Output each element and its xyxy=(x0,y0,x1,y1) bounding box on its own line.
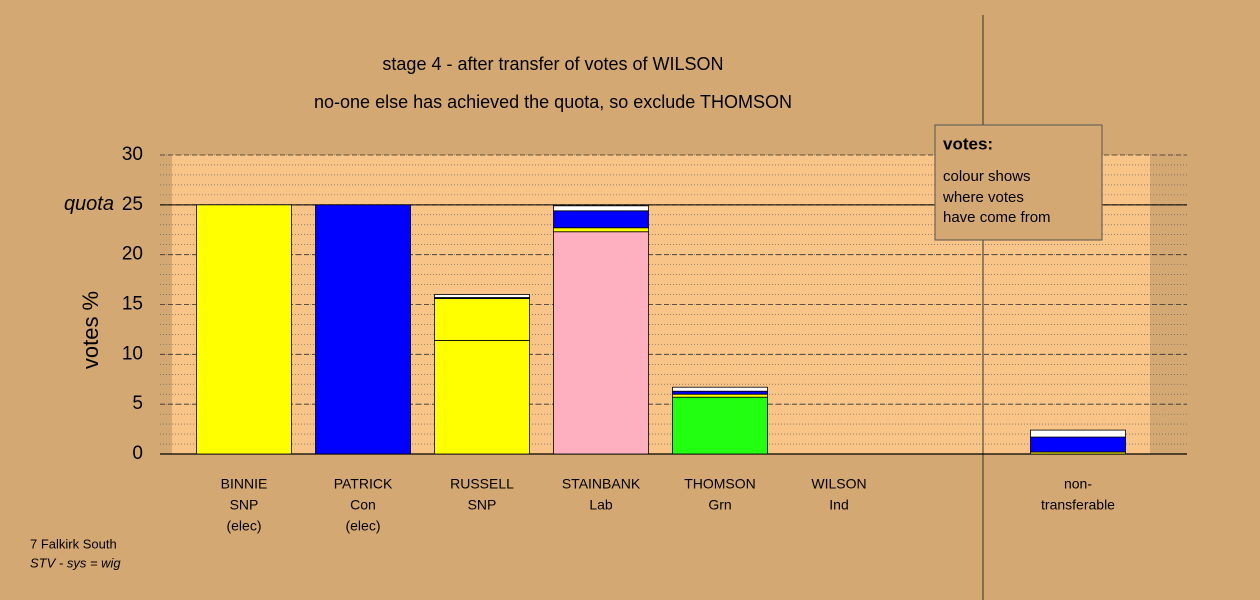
chart-subtitle: no-one else has achieved the quota, so e… xyxy=(314,92,792,112)
plot: 0 5 10 15 20 25 30 quota BINNIE SNP (elec) PATRICK C… xyxy=(64,144,1187,534)
bar-segment xyxy=(434,339,530,455)
legend-text: where votes xyxy=(942,189,1024,206)
bar-segment xyxy=(315,204,411,455)
bar-segment xyxy=(672,390,768,395)
x-tick-label: Ind xyxy=(829,497,848,513)
x-tick-label: transferable xyxy=(1041,497,1115,513)
bar-segment xyxy=(434,294,530,298)
x-tick-label: (elec) xyxy=(226,518,261,534)
bar-segment xyxy=(553,205,649,212)
bar-segment xyxy=(553,227,649,233)
x-tick-label: Grn xyxy=(708,497,731,513)
bar-segment xyxy=(434,298,530,341)
bar-segment xyxy=(1030,429,1126,438)
x-tick-label: Lab xyxy=(589,497,613,513)
x-tick-label: SNP xyxy=(468,497,497,513)
quota-label: quota xyxy=(64,193,114,215)
x-tick-label: PATRICK xyxy=(334,476,393,492)
x-tick-label: RUSSELL xyxy=(450,476,514,492)
x-tick-label: Con xyxy=(350,497,376,513)
legend-title: votes: xyxy=(943,134,993,153)
y-axis-label: votes % xyxy=(78,291,103,369)
bar-segment xyxy=(553,210,649,229)
y-tick-label: 5 xyxy=(132,393,143,414)
chart-title: stage 4 - after transfer of votes of WIL… xyxy=(382,54,723,74)
x-tick-label: WILSON xyxy=(811,476,866,492)
bar-segment xyxy=(672,396,768,455)
bar-segment xyxy=(1030,436,1126,453)
x-tick-label: (elec) xyxy=(345,518,380,534)
x-tick-label: SNP xyxy=(230,497,259,513)
footnote: 7 Falkirk South xyxy=(30,536,117,551)
y-tick-label: 10 xyxy=(122,343,143,364)
bar-segment xyxy=(553,231,649,455)
x-tick-label: BINNIE xyxy=(221,476,268,492)
bar-segment xyxy=(196,204,292,455)
x-tick-label: THOMSON xyxy=(684,476,756,492)
x-tick-label: STAINBANK xyxy=(562,476,641,492)
y-tick-label: 25 xyxy=(122,194,143,215)
y-tick-label: 30 xyxy=(122,144,143,165)
footnote: STV - sys = wig xyxy=(30,555,121,570)
y-tick-label: 15 xyxy=(122,294,143,315)
legend-text: have come from xyxy=(943,209,1051,226)
y-tick-label: 20 xyxy=(122,244,143,265)
legend-box xyxy=(934,124,1103,241)
legend-text: colour shows xyxy=(943,168,1031,185)
x-tick-label: non- xyxy=(1064,476,1092,492)
bar-segment xyxy=(672,393,768,398)
bar-segment xyxy=(672,386,768,392)
y-tick-label: 0 xyxy=(132,443,143,464)
